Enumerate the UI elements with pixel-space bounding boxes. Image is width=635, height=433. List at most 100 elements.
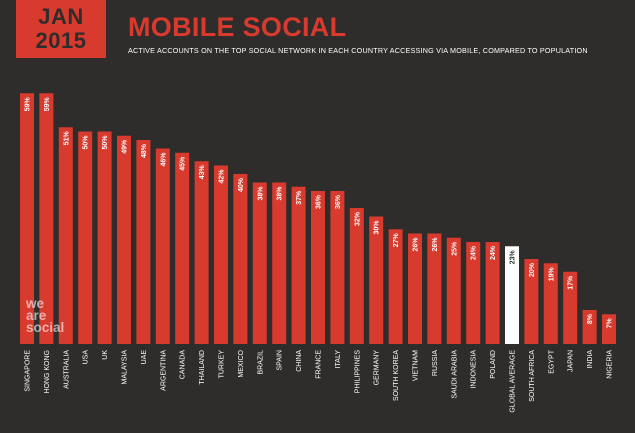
category-label: INDIA (587, 350, 594, 369)
bar-italy (330, 191, 345, 344)
brand-logo: we are social (26, 296, 86, 335)
bar-mexico (233, 174, 248, 344)
bar-poland (485, 242, 500, 344)
category-label: GERMANY (374, 350, 381, 386)
category-label: MEXICO (238, 349, 245, 377)
bar-india (582, 310, 597, 344)
value-label: 24% (471, 245, 478, 260)
bar-nigeria (602, 314, 616, 344)
bar-south-korea (388, 229, 403, 344)
value-label: 36% (316, 194, 323, 209)
value-label: 50% (83, 135, 90, 150)
bar-brazil (252, 182, 267, 344)
value-label: 46% (160, 152, 167, 167)
page-title: MOBILE SOCIAL (128, 12, 347, 42)
category-label: SINGAPORE (25, 350, 32, 392)
bar-singapore (20, 93, 34, 344)
date-badge: JAN 2015 (16, 0, 106, 58)
value-label: 25% (451, 241, 458, 256)
bar-germany (369, 216, 384, 344)
value-label: 26% (413, 237, 420, 252)
category-label: SOUTH AFRICA (529, 350, 536, 402)
value-label: 49% (122, 139, 129, 154)
category-label: TURKEY (219, 350, 226, 379)
category-label: UK (102, 350, 109, 360)
category-label: SPAIN (277, 350, 284, 371)
bar-france (311, 191, 325, 344)
category-label: NIGERIA (607, 350, 614, 379)
category-label: SAUDI ARABIA (451, 350, 458, 399)
bar-malaysia (117, 135, 131, 344)
bar-canada (175, 152, 190, 344)
category-label: AUSTRALIA (63, 350, 70, 389)
value-label: 59% (44, 96, 51, 111)
value-label: 19% (548, 266, 555, 281)
bar-saudi-arabia (446, 237, 461, 344)
bar-hong-kong (39, 93, 54, 344)
date-month: JAN (38, 4, 84, 29)
bar-spain (272, 182, 287, 344)
brand-line-3: social (26, 320, 65, 335)
category-label: HONG KONG (44, 350, 51, 394)
value-label: 48% (141, 143, 148, 158)
date-year: 2015 (35, 28, 87, 53)
bar-turkey (214, 165, 228, 344)
bar-china (291, 186, 306, 344)
category-label: FRANCE (316, 350, 323, 379)
bar-south-africa (524, 259, 539, 344)
value-label: 20% (529, 262, 536, 277)
value-label: 50% (102, 135, 109, 150)
value-label: 17% (568, 275, 575, 290)
bar-usa (78, 131, 93, 344)
category-label: POLAND (490, 350, 497, 379)
value-label: 32% (354, 211, 361, 226)
brand-line-2: are (26, 308, 47, 323)
category-label: EGYPT (548, 349, 555, 373)
category-label: ARGENTINA (160, 350, 167, 391)
bar-uk (97, 131, 112, 344)
category-label: JAPAN (568, 350, 575, 372)
value-label: 24% (490, 245, 497, 260)
category-label: CHINA (296, 350, 303, 372)
category-label: ITALY (335, 350, 342, 369)
value-label: 36% (335, 194, 342, 209)
value-label: 59% (25, 96, 32, 111)
category-label: RUSSIA (432, 350, 439, 376)
brand-line-1: we (26, 296, 45, 311)
bar-uae (136, 140, 151, 344)
bar-japan (563, 271, 578, 344)
category-label: PHILIPPINES (354, 350, 361, 394)
category-label: VIETNAM (413, 350, 420, 381)
value-label: 45% (180, 156, 187, 171)
bar-argentina (155, 148, 170, 344)
bar-philippines (349, 208, 364, 344)
value-label: 7% (607, 317, 614, 328)
bar-russia (427, 233, 442, 344)
category-label: BRAZIL (257, 350, 264, 375)
value-label: 43% (199, 164, 206, 179)
bar-australia (58, 127, 73, 344)
page-subtitle: ACTIVE ACCOUNTS ON THE TOP SOCIAL NETWOR… (128, 46, 588, 55)
value-label: 42% (219, 169, 226, 184)
category-label: THAILAND (199, 350, 206, 385)
category-label: CANADA (180, 350, 187, 380)
value-label: 27% (393, 232, 400, 247)
value-label: 38% (277, 186, 284, 201)
value-label: 37% (296, 190, 303, 205)
bar-egypt (543, 263, 558, 344)
bar-vietnam (408, 233, 422, 344)
value-label: 26% (432, 237, 439, 252)
value-label: 38% (257, 186, 264, 201)
category-label: GLOBAL AVERAGE (510, 350, 517, 413)
value-label: 40% (238, 177, 245, 192)
bar-indonesia (466, 242, 481, 344)
category-label: USA (83, 350, 90, 365)
value-label: 23% (510, 249, 517, 264)
bar-global-average (505, 246, 519, 344)
value-label: 51% (63, 130, 70, 145)
category-label: SOUTH KOREA (393, 350, 400, 401)
category-label: INDONESIA (471, 350, 478, 389)
value-label: 8% (587, 313, 594, 324)
bar-thailand (194, 161, 209, 344)
